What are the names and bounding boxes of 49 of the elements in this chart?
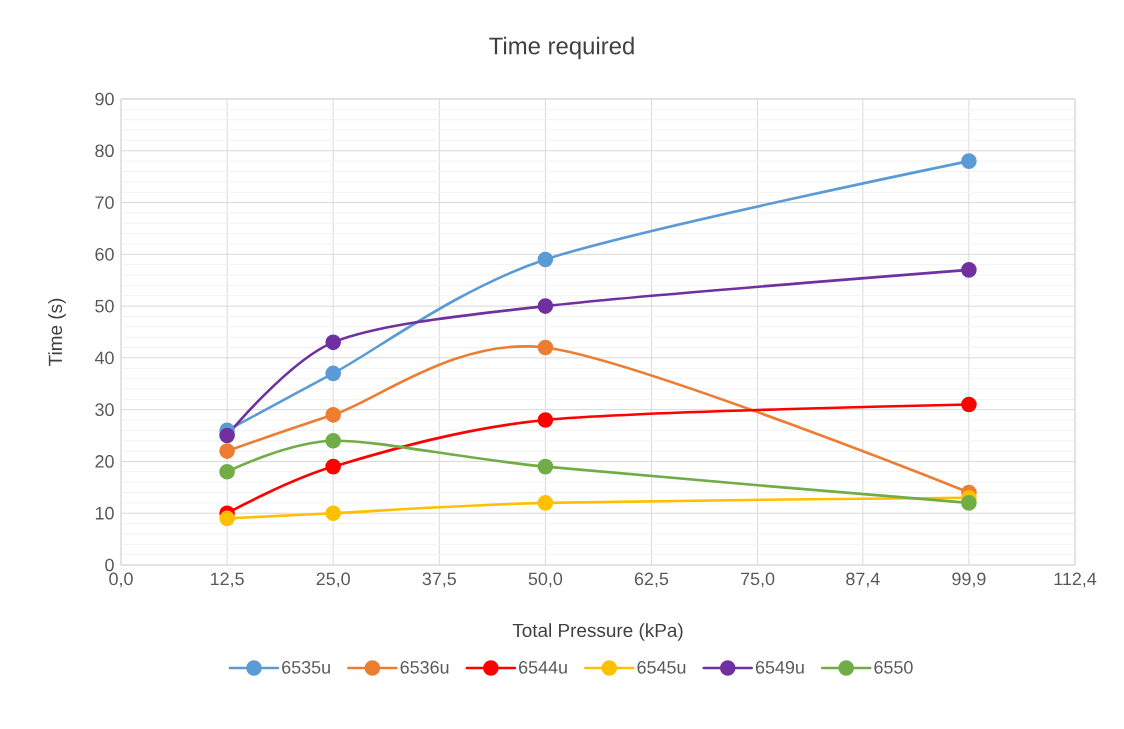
point [325,458,341,475]
point [325,365,341,382]
point [537,458,554,475]
point [961,396,977,413]
legend-label: 6549u [755,660,804,674]
point [325,432,341,449]
chart-title: Time required [489,36,634,60]
legend-label: 6535u [282,660,330,674]
point [219,510,235,527]
x-tick-label: 99,9 [952,572,986,588]
y-axis-title: Time (s) [48,298,66,366]
x-tick-label: 87,4 [846,572,880,588]
point [537,251,554,268]
y-tick-label: 40 [94,351,114,365]
x-tick-label: 37,5 [422,572,456,588]
x-tick-label: 112,4 [1054,572,1097,588]
y-tick-label: 50 [95,299,114,313]
x-tick-label: 25,0 [316,572,350,588]
x-tick-label: 0,0 [109,572,133,588]
y-tick-label: 0 [105,558,114,572]
x-tick-label: 50,0 [528,572,563,588]
point [537,412,554,428]
point [537,339,554,356]
x-tick-label: 12,5 [211,572,244,588]
x-axis-title: Total Pressure (kPa) [512,623,683,641]
point [325,334,341,351]
point [537,495,554,511]
point [325,407,341,423]
point [219,443,235,459]
legend-label: 6550 [874,660,913,674]
point [537,298,554,314]
legend-label: 6545u [637,660,686,674]
y-tick-label: 90 [95,92,114,106]
y-tick-label: 70 [95,196,114,209]
y-tick-label: 10 [95,506,114,520]
y-tick-label: 20 [95,455,114,468]
y-tick-label: 80 [95,144,114,158]
point [219,427,235,444]
y-tick-label: 60 [95,247,114,261]
x-tick-label: 75,0 [741,572,775,588]
legend-label: 6536u [400,660,449,674]
point [325,505,341,522]
x-tick-label: 62,5 [634,572,669,588]
point [961,262,977,278]
point [961,153,977,169]
legend-label: 6544u [519,660,567,674]
y-tick-label: 30 [95,403,114,417]
point [219,464,235,480]
point [961,495,977,511]
